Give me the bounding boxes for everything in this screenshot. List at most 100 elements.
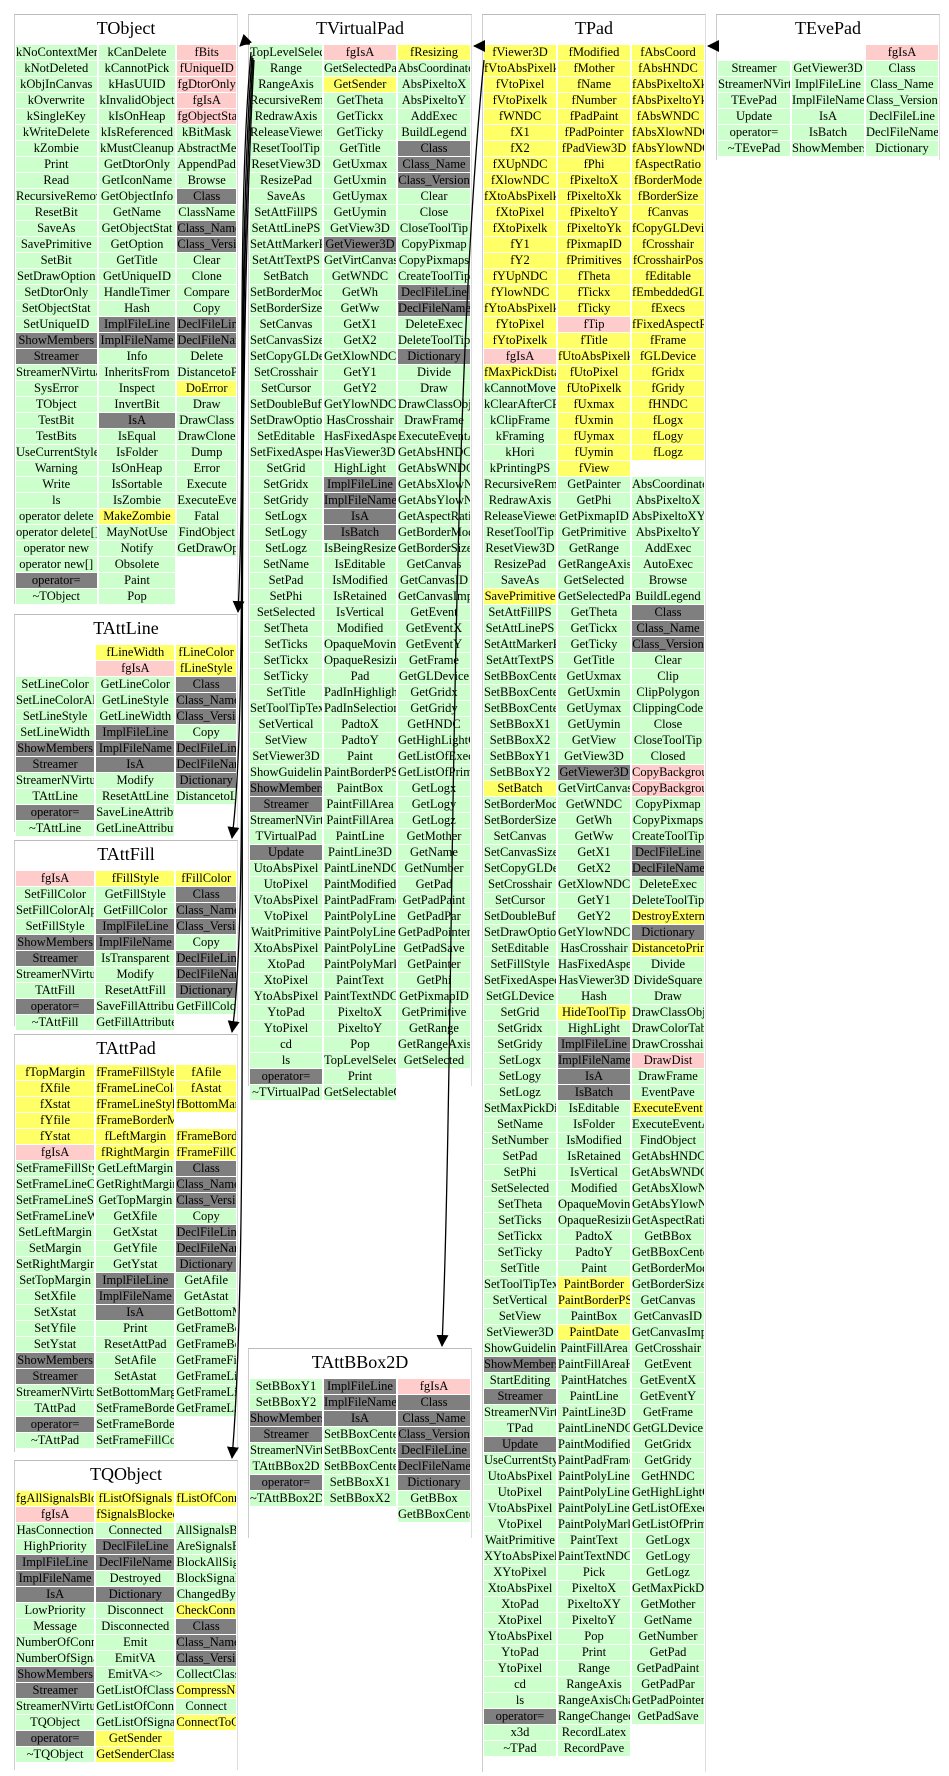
member-cell: ConnectToClass [176,1715,236,1730]
member-cell: IsEditable [324,557,396,572]
member-cell: ImplFileLine [96,725,175,740]
member-cell: GetFrameFillColor [176,1353,236,1368]
member-cell: UtoAbsPixel [250,861,322,876]
member-cell: kCanDelete [98,45,176,60]
member-cell: TestBits [16,429,97,444]
member-cell: PaintBox [558,1309,630,1324]
member-cell: GetFrameBorderMode [176,1321,236,1336]
member-cell: SetVertical [250,717,322,732]
class-title: TPad [575,18,613,38]
member-cell: DrawClassObject [398,397,470,412]
member-cell: DeclFileName [632,861,704,876]
member-cell: AbsPixeltoY [632,525,704,540]
member-cell: GetViewer3D [558,765,630,780]
member-cell: DistancetoPrimitive [632,941,704,956]
member-cell: SetBBoxCenter [484,669,556,684]
member-cell: GetYfile [96,1241,175,1256]
member-cell: IsRetained [558,1149,630,1164]
member-cell: GetGLDevice [632,1421,704,1436]
member-cell: YtoPixel [250,1021,322,1036]
member-cell: Compare [177,285,236,300]
member-cell: NumberOfConnections [16,1635,95,1650]
member-cell: Class_Version [176,1651,236,1666]
member-cell: fYtoPixelk [484,333,556,348]
member-cell: SetBBoxX1 [484,717,556,732]
member-cell: fLogy [632,429,704,444]
member-cell: SetBBoxX2 [484,733,556,748]
member-cell: GetY1 [558,893,630,908]
member-cell: GetCanvas [398,557,470,572]
member-cell: GetTicky [558,637,630,652]
member-cell: CreateToolTip [632,829,704,844]
member-cell: SaveAs [16,221,97,236]
member-cell: PaintText [324,973,396,988]
member-cell: GetGridx [398,685,470,700]
member-cell: IsSortable [98,477,176,492]
member-cell: Disconnected [96,1619,175,1634]
member-cell: kClearAfterCR [484,397,556,412]
member-cell: fViewer3D [484,45,556,60]
member-cell: kFraming [484,429,556,444]
member-cell: SetBorderMode [484,797,556,812]
member-cell: SetFrameFillStyle [16,1161,95,1176]
member-cell: operator= [484,1709,556,1724]
member-cell: StreamerNVirtual [16,967,95,982]
member-cell: DoError [177,381,236,396]
member-cell: SetBBoxX1 [324,1475,396,1490]
member-cell: GetX2 [324,333,396,348]
member-cell: SetAttTextPS [484,653,556,668]
member-cell: WaitPrimitive [484,1533,556,1548]
member-cell: fgIsA [16,871,95,886]
member-cell: GetAspectRatio [632,1213,704,1228]
member-cell: fgIsA [324,45,396,60]
member-cell: SetBBoxY1 [250,1379,322,1394]
member-cell: Print [558,1645,630,1660]
member-cell: ImplFileLine [98,317,176,332]
member-cell: SetFillStyle [484,957,556,972]
member-cell: ResetToolTip [484,525,556,540]
member-cell: ShowMembers [16,1667,95,1682]
member-cell: kInvalidObject [98,93,176,108]
member-cell: GetView3D [324,221,396,236]
member-cell: fAbsYlowNDC [632,141,704,156]
member-cell: SetViewer3D [484,1325,556,1340]
member-cell: operator new [16,541,97,556]
member-cell: SetObjectStat [16,301,97,316]
member-cell: CopyBackgroundPixmap [632,765,704,780]
member-cell: StartEditing [484,1373,556,1388]
member-cell: SetXstat [16,1305,95,1320]
member-cell: DistancetoLine [176,789,236,804]
member-cell: kCannotMove [484,381,556,396]
member-cell: ImplFileLine [96,919,175,934]
member-cell: operator= [16,999,95,1014]
member-cell: RangeChanged [558,1709,630,1724]
member-cell: SetSelected [250,605,322,620]
member-cell: XtoPad [250,957,322,972]
member-cell: fUtoPixel [558,365,630,380]
member-cell: SetXfile [16,1289,95,1304]
member-cell: Warning [16,461,97,476]
member-cell: ImplFileName [324,493,396,508]
member-cell: operator delete[] [16,525,97,540]
member-cell: GetListOfExecs [632,1501,704,1516]
member-cell: ExecuteEvent [177,493,236,508]
member-cell: fWNDC [484,109,556,124]
member-cell: DeclFileLine [177,317,236,332]
member-cell: SetLineColor [16,677,95,692]
member-cell: Emit [96,1635,175,1650]
empty-cell [177,557,236,572]
member-cell: ExecuteEventAxis [632,1117,704,1132]
member-cell: SetGridy [250,493,322,508]
member-cell: SetAfile [96,1353,175,1368]
member-cell: StreamerNVirtual [16,1385,95,1400]
member-cell: fPixeltoY [558,205,630,220]
member-cell: SetBatch [250,269,322,284]
member-cell: SetBorderMode [250,285,322,300]
member-cell: ResizePad [484,557,556,572]
member-cell: Browse [632,573,704,588]
member-cell: fPixeltoX [558,173,630,188]
member-cell: DeclFileLine [176,951,236,966]
member-cell: fUxmax [558,397,630,412]
member-cell: YtoPad [250,1005,322,1020]
member-cell: GetTopMargin [96,1193,175,1208]
